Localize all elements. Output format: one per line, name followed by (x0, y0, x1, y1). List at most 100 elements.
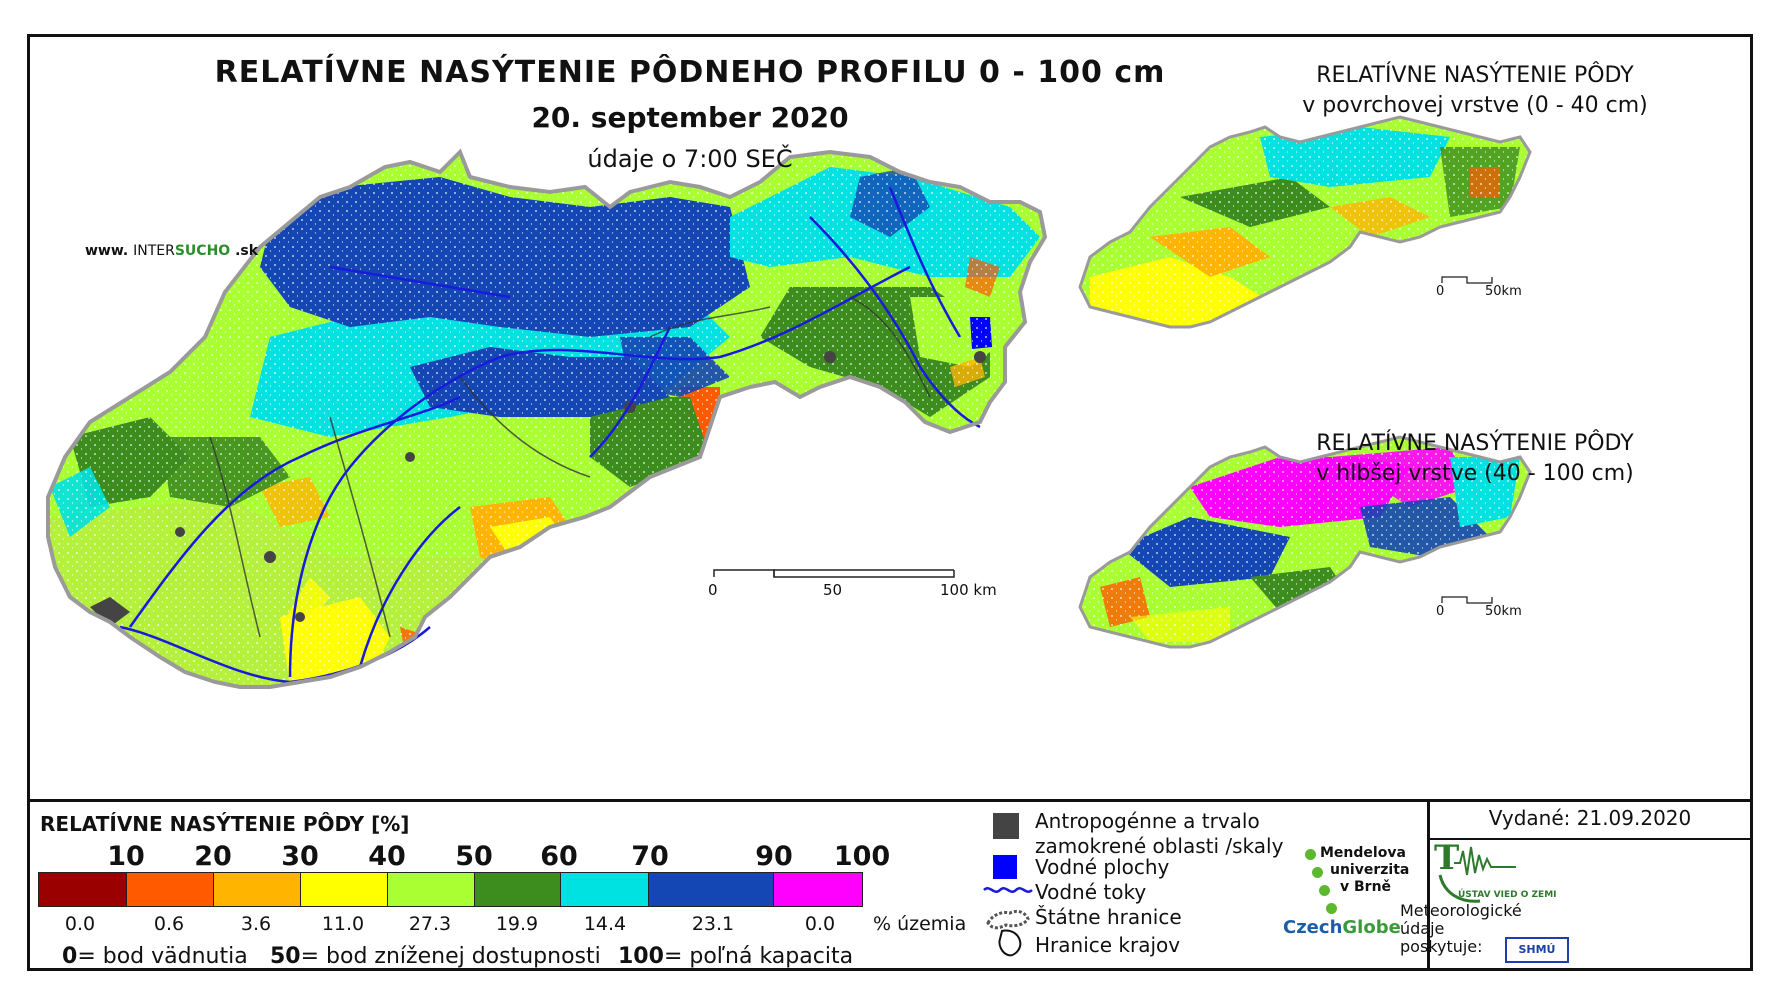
anthropogenic-label-line2: zamokrené oblasti /skaly (1035, 834, 1284, 858)
anthropogenic-label: Antropogénne a trvalo zamokrené oblasti … (1035, 809, 1295, 859)
czechglobe-logo: CzechGlobe (1283, 917, 1401, 938)
map-time: údaje o 7:00 SEČ (587, 145, 793, 173)
issued-date: Vydané: 21.09.2020 (1488, 806, 1692, 830)
mendel-line: univerzita (1330, 862, 1410, 878)
svg-text:T: T (1434, 843, 1459, 878)
inset-surface-title: RELATÍVNE NASÝTENIE PÔDY v povrchovej vr… (1240, 61, 1710, 121)
legend-percent: 0.6 (153, 913, 185, 935)
legend-tick: 40 (368, 841, 406, 872)
legend-divider (30, 799, 1750, 802)
river-label: Vodné toky (1035, 880, 1147, 904)
inset-deep-scale-end: 50km (1485, 604, 1522, 619)
legend-percent: 0.0 (804, 913, 836, 935)
main-scale-mid: 50 (823, 581, 843, 599)
meteo-line: Meteorologické (1400, 901, 1522, 920)
main-scale-end: 100 km (940, 581, 997, 599)
legend-percent: 23.1 (691, 913, 735, 935)
legend-percent: 11.0 (321, 913, 365, 935)
shmu-logo: SHMÚ (1505, 937, 1569, 963)
water-area-swatch (993, 855, 1017, 879)
map-title: RELATÍVNE NASÝTENIE PÔDNEHO PROFILU 0 - … (214, 55, 1166, 90)
mendel-logo-dot (1305, 849, 1316, 860)
legend-tick: 70 (631, 841, 669, 872)
inset-surface-title-line1: RELATÍVNE NASÝTENIE PÔDY (1316, 63, 1634, 88)
region-border-label: Hranice krajov (1035, 933, 1181, 957)
website-brand: INTERSUCHO (133, 243, 230, 259)
inset-deep-title-line2: v hlbšej vrstve (40 - 100 cm) (1316, 461, 1634, 486)
note-text: = poľná kapacita (663, 944, 854, 969)
inset-deep-title: RELATÍVNE NASÝTENIE PÔDY v hlbšej vrstve… (1240, 429, 1710, 489)
main-state-border (46, 148, 1048, 689)
website-link[interactable]: www. INTERSUCHO .sk (85, 243, 258, 259)
legend-tick: 90 (755, 841, 793, 872)
main-scale-bar (713, 569, 955, 578)
inset-surface-border (1078, 115, 1532, 329)
legend-percent: 27.3 (408, 913, 452, 935)
legend-class-20-30 (214, 873, 301, 906)
ustav-logo-text: ÚSTAV VIED O ZEMI (1458, 890, 1557, 900)
legend-class-70-90 (649, 873, 774, 906)
mendel-logo-dot (1312, 867, 1323, 878)
legend-tick: 10 (107, 841, 145, 872)
note-text: = bod vädnutia (77, 944, 248, 969)
inset-surface-scale-bar (1441, 276, 1493, 284)
map-area: RELATÍVNE NASÝTENIE PÔDNEHO PROFILU 0 - … (30, 37, 1750, 802)
anthropogenic-swatch (993, 813, 1019, 839)
inset-surface-scale-end: 50km (1485, 284, 1522, 299)
legend-percent: 14.4 (583, 913, 627, 935)
river-swatch-icon (983, 887, 1033, 893)
legend-class-50-60 (475, 873, 561, 906)
meteo-line: poskytuje: (1400, 937, 1483, 956)
credits-divider (1427, 802, 1430, 968)
inset-deep-border (1078, 435, 1532, 649)
inset-surface-map (1080, 117, 1530, 327)
website-suffix: .sk (235, 243, 259, 259)
legend-class-60-70 (561, 873, 649, 906)
legend-percent: 0.0 (64, 913, 96, 935)
legend-class-10-20 (127, 873, 214, 906)
legend-percent: 3.6 (240, 913, 272, 935)
state-border-label: Štátne hranice (1035, 905, 1182, 929)
legend-class-30-40 (301, 873, 388, 906)
region-border-icon (998, 929, 1022, 957)
legend-class-90-100 (774, 873, 862, 906)
maps-svg (46, 115, 1532, 689)
czechglobe-part-b: Globe (1342, 917, 1401, 938)
mendel-line: Mendelova (1320, 845, 1406, 861)
main-region-borders (209, 296, 931, 638)
note-value: 100 (618, 944, 664, 969)
ustav-logo-icon: T (1434, 843, 1516, 903)
main-soil-map (48, 152, 1045, 687)
inset-deep-scale-bar (1441, 596, 1493, 604)
mendel-logo-dot (1319, 885, 1330, 896)
legend-tick: 100 (833, 841, 891, 872)
map-date: 20. september 2020 (531, 101, 849, 134)
brand-part-a: INTER (133, 243, 175, 259)
note-value: 0 (62, 944, 78, 969)
legend-note-wilting: 0= bod vädnutia (62, 944, 248, 969)
legend-color-bar (38, 872, 863, 907)
legend-title: RELATÍVNE NASÝTENIE PÔDY [%] (40, 812, 410, 836)
legend-note-capacity: 100= poľná kapacita (618, 944, 853, 969)
legend-unit: % územia (873, 913, 967, 935)
mendel-logo-dot (1326, 903, 1337, 914)
czechglobe-part-a: Czech (1283, 917, 1343, 938)
legend-note-reduced: 50= bod zníženej dostupnosti (270, 944, 601, 969)
water-area-label: Vodné plochy (1035, 855, 1170, 879)
mendel-logo: Mendelova univerzita v Brně (1320, 845, 1409, 896)
anthropogenic-label-line1: Antropogénne a trvalo (1035, 809, 1260, 833)
meteo-line: údaje (1400, 919, 1445, 938)
legend-percent: 19.9 (495, 913, 539, 935)
website-prefix: www. (85, 243, 129, 259)
inset-deep-title-line1: RELATÍVNE NASÝTENIE PÔDY (1316, 431, 1634, 456)
inset-surface-title-line2: v povrchovej vrstve (0 - 40 cm) (1302, 93, 1648, 118)
legend-tick: 20 (194, 841, 232, 872)
map-frame: RELATÍVNE NASÝTENIE PÔDNEHO PROFILU 0 - … (27, 34, 1753, 971)
brand-part-b: SUCHO (174, 243, 231, 259)
legend-tick: 60 (540, 841, 578, 872)
note-value: 50 (270, 944, 301, 969)
issued-divider (1430, 838, 1750, 840)
legend-tick: 30 (281, 841, 319, 872)
inset-surface-scale-start: 0 (1436, 284, 1445, 299)
note-text: = bod zníženej dostupnosti (300, 944, 601, 969)
